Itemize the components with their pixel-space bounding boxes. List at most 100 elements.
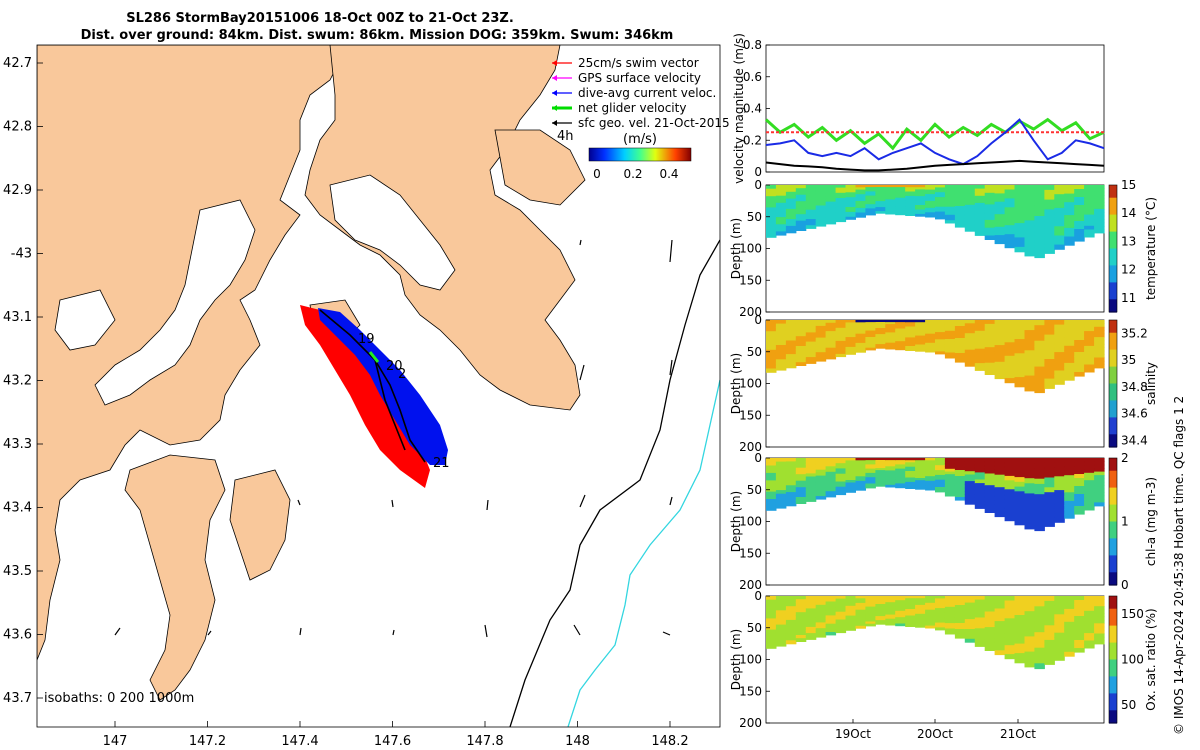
section-cell: [1034, 340, 1045, 347]
section-cell: [944, 193, 956, 197]
section-cell: [1034, 325, 1045, 331]
section-cell: [1054, 651, 1065, 657]
section-cell: [994, 340, 1006, 346]
section-cell: [775, 352, 787, 357]
section-cell: [825, 480, 837, 484]
section-cell: [775, 603, 787, 608]
colorbar-segment: [1109, 684, 1117, 690]
section-cell: [795, 602, 807, 607]
section-cell: [825, 607, 837, 611]
section-cell: [815, 466, 827, 471]
depth-tick-label: 50: [747, 345, 762, 359]
section-cell: [1004, 645, 1016, 651]
section-cell: [785, 471, 797, 476]
section-cell: [875, 464, 886, 467]
colorbar-segment: [1109, 282, 1117, 288]
section-cell: [954, 617, 966, 621]
section-cell: [895, 189, 906, 192]
section-cell: [984, 204, 996, 209]
section-cell: [825, 212, 837, 217]
section-cell: [795, 625, 807, 629]
colorbar-frame: [1108, 184, 1118, 313]
section-cell: [925, 600, 936, 604]
section-cell: [1044, 334, 1055, 341]
section-cell: [1094, 337, 1105, 342]
section-cell: [815, 205, 827, 209]
section-cell: [915, 344, 926, 348]
section-cell: [935, 339, 946, 343]
section-cell: [875, 620, 886, 623]
section-cell: [805, 611, 817, 616]
section-cell: [1084, 199, 1095, 205]
section-cell: [964, 609, 976, 614]
section-cell: [1094, 626, 1105, 631]
legend-arrowhead: [552, 105, 557, 111]
section-cell: [935, 612, 946, 616]
section-cell: [1024, 225, 1035, 232]
section-cell: [1054, 185, 1065, 191]
section-cell: [984, 481, 996, 486]
section-cell: [954, 491, 966, 495]
section-cell: [954, 599, 966, 603]
section-cell: [1094, 205, 1105, 210]
section-cell: [785, 188, 797, 193]
section-cell: [855, 616, 866, 620]
section-cell: [815, 625, 827, 629]
section-cell: [1024, 245, 1035, 252]
section-cell: [935, 189, 946, 193]
geo-arrow: [579, 494, 586, 508]
section-cell: [964, 326, 976, 331]
section-cell: [984, 627, 996, 632]
section-cell: [905, 328, 916, 332]
section-cell: [1064, 638, 1075, 644]
section-cell: [1044, 349, 1055, 355]
section-cell: [766, 320, 777, 325]
lon-tick-label: 147.4: [281, 734, 318, 749]
section-cell: [1054, 370, 1065, 376]
section-cell: [815, 346, 827, 350]
section-cell: [1084, 633, 1095, 638]
section-cell: [835, 353, 847, 358]
colorbar-tick-label: 34.6: [1121, 407, 1148, 421]
section-cell: [1064, 193, 1075, 199]
section-cell: [1064, 643, 1075, 649]
section-cell: [895, 602, 906, 606]
lon-tick-label: 148.2: [651, 734, 688, 749]
section-cell: [915, 322, 926, 325]
map-panel: 19 20 2 21 42.742.842.9-4343.143.243.343…: [3, 44, 730, 749]
section-cell: [1024, 513, 1035, 520]
section-cell: [1044, 363, 1055, 370]
section-cell: [835, 619, 847, 623]
section-cell: [875, 596, 886, 599]
section-cell: [1004, 649, 1016, 655]
section-cell: [944, 471, 956, 475]
section-cell: [865, 191, 876, 195]
section-cell: [805, 479, 817, 484]
section-cell: [1044, 339, 1055, 345]
depth-tick-label: 200: [739, 578, 762, 592]
lat-tick-label: 43.4: [3, 501, 32, 516]
section-cell: [1034, 621, 1045, 628]
section-cell: [895, 195, 906, 199]
section-cell: [925, 478, 936, 482]
colorbar-segment: [1109, 299, 1117, 305]
legend-arrowhead: [552, 90, 557, 96]
section-cell: [994, 495, 1006, 501]
section-cell: [815, 484, 827, 488]
section-cell: [994, 637, 1006, 643]
section-cell: [1014, 339, 1025, 345]
section-cell: [925, 458, 936, 461]
section-cell: [775, 461, 787, 466]
section-cell: [964, 497, 976, 502]
section-cell: [766, 188, 777, 193]
colorbar-frame: [1108, 457, 1118, 586]
geo-arrow: [297, 499, 301, 506]
section-cell: [1034, 387, 1045, 394]
section-cell: [915, 486, 926, 490]
section-cell: [994, 349, 1006, 354]
section-cell: [1014, 510, 1025, 516]
section-cell: [795, 480, 807, 485]
section-cell: [994, 197, 1006, 203]
section-cell: [944, 487, 956, 492]
